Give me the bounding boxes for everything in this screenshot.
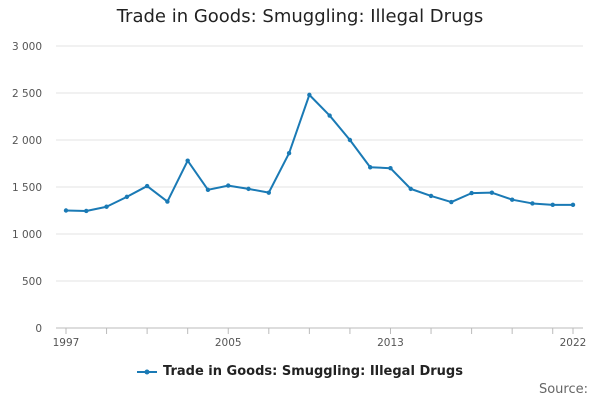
data-point bbox=[449, 199, 454, 205]
y-tick-label: 2 500 bbox=[12, 88, 42, 100]
x-tick-label: 1997 bbox=[53, 337, 80, 349]
data-point bbox=[570, 202, 576, 208]
chart-title: Trade in Goods: Smuggling: Illegal Drugs bbox=[116, 6, 484, 27]
y-tick-label: 1 000 bbox=[12, 229, 42, 241]
legend[interactable]: Trade in Goods: Smuggling: Illegal Drugs bbox=[0, 364, 600, 379]
data-point bbox=[144, 183, 150, 189]
series-layer bbox=[63, 92, 576, 214]
x-axis-tick-labels: 1997 2005 2013 2022 bbox=[53, 337, 587, 349]
data-point bbox=[165, 199, 170, 204]
data-point bbox=[509, 197, 515, 202]
data-point bbox=[185, 158, 190, 163]
data-point bbox=[84, 208, 89, 214]
y-tick-label: 1 500 bbox=[12, 182, 42, 194]
data-point bbox=[408, 186, 413, 192]
y-tick-label: 0 bbox=[35, 323, 42, 335]
x-tick-label: 2005 bbox=[215, 337, 242, 349]
data-point bbox=[530, 201, 535, 206]
y-axis-tick-labels: 0 500 1 000 1 500 2 000 2 500 3 000 bbox=[12, 41, 42, 335]
data-point bbox=[428, 193, 434, 199]
data-point bbox=[327, 113, 332, 118]
data-point bbox=[368, 165, 373, 170]
x-tick-label: 2022 bbox=[560, 337, 587, 349]
data-point bbox=[286, 150, 292, 156]
y-tick-label: 3 000 bbox=[12, 41, 42, 53]
legend-label: Trade in Goods: Smuggling: Illegal Drugs bbox=[163, 364, 463, 379]
data-point bbox=[307, 92, 312, 98]
legend-swatch bbox=[137, 369, 158, 374]
data-point bbox=[489, 190, 495, 195]
x-tick-label: 2013 bbox=[377, 337, 404, 349]
data-point bbox=[266, 190, 271, 195]
data-point bbox=[124, 194, 130, 200]
data-point bbox=[550, 202, 555, 208]
series-line bbox=[65, 93, 573, 212]
data-point bbox=[246, 186, 251, 192]
data-point bbox=[469, 190, 474, 196]
data-point bbox=[226, 183, 231, 188]
source-label: Source: bbox=[538, 382, 588, 397]
data-point bbox=[388, 166, 393, 171]
y-tick-label: 500 bbox=[22, 276, 42, 288]
data-point bbox=[205, 187, 211, 193]
data-point bbox=[347, 137, 353, 143]
y-tick-label: 2 000 bbox=[12, 135, 42, 147]
x-axis bbox=[56, 327, 583, 334]
grid-lines bbox=[56, 45, 583, 282]
data-point bbox=[104, 204, 109, 209]
data-point bbox=[63, 208, 69, 213]
